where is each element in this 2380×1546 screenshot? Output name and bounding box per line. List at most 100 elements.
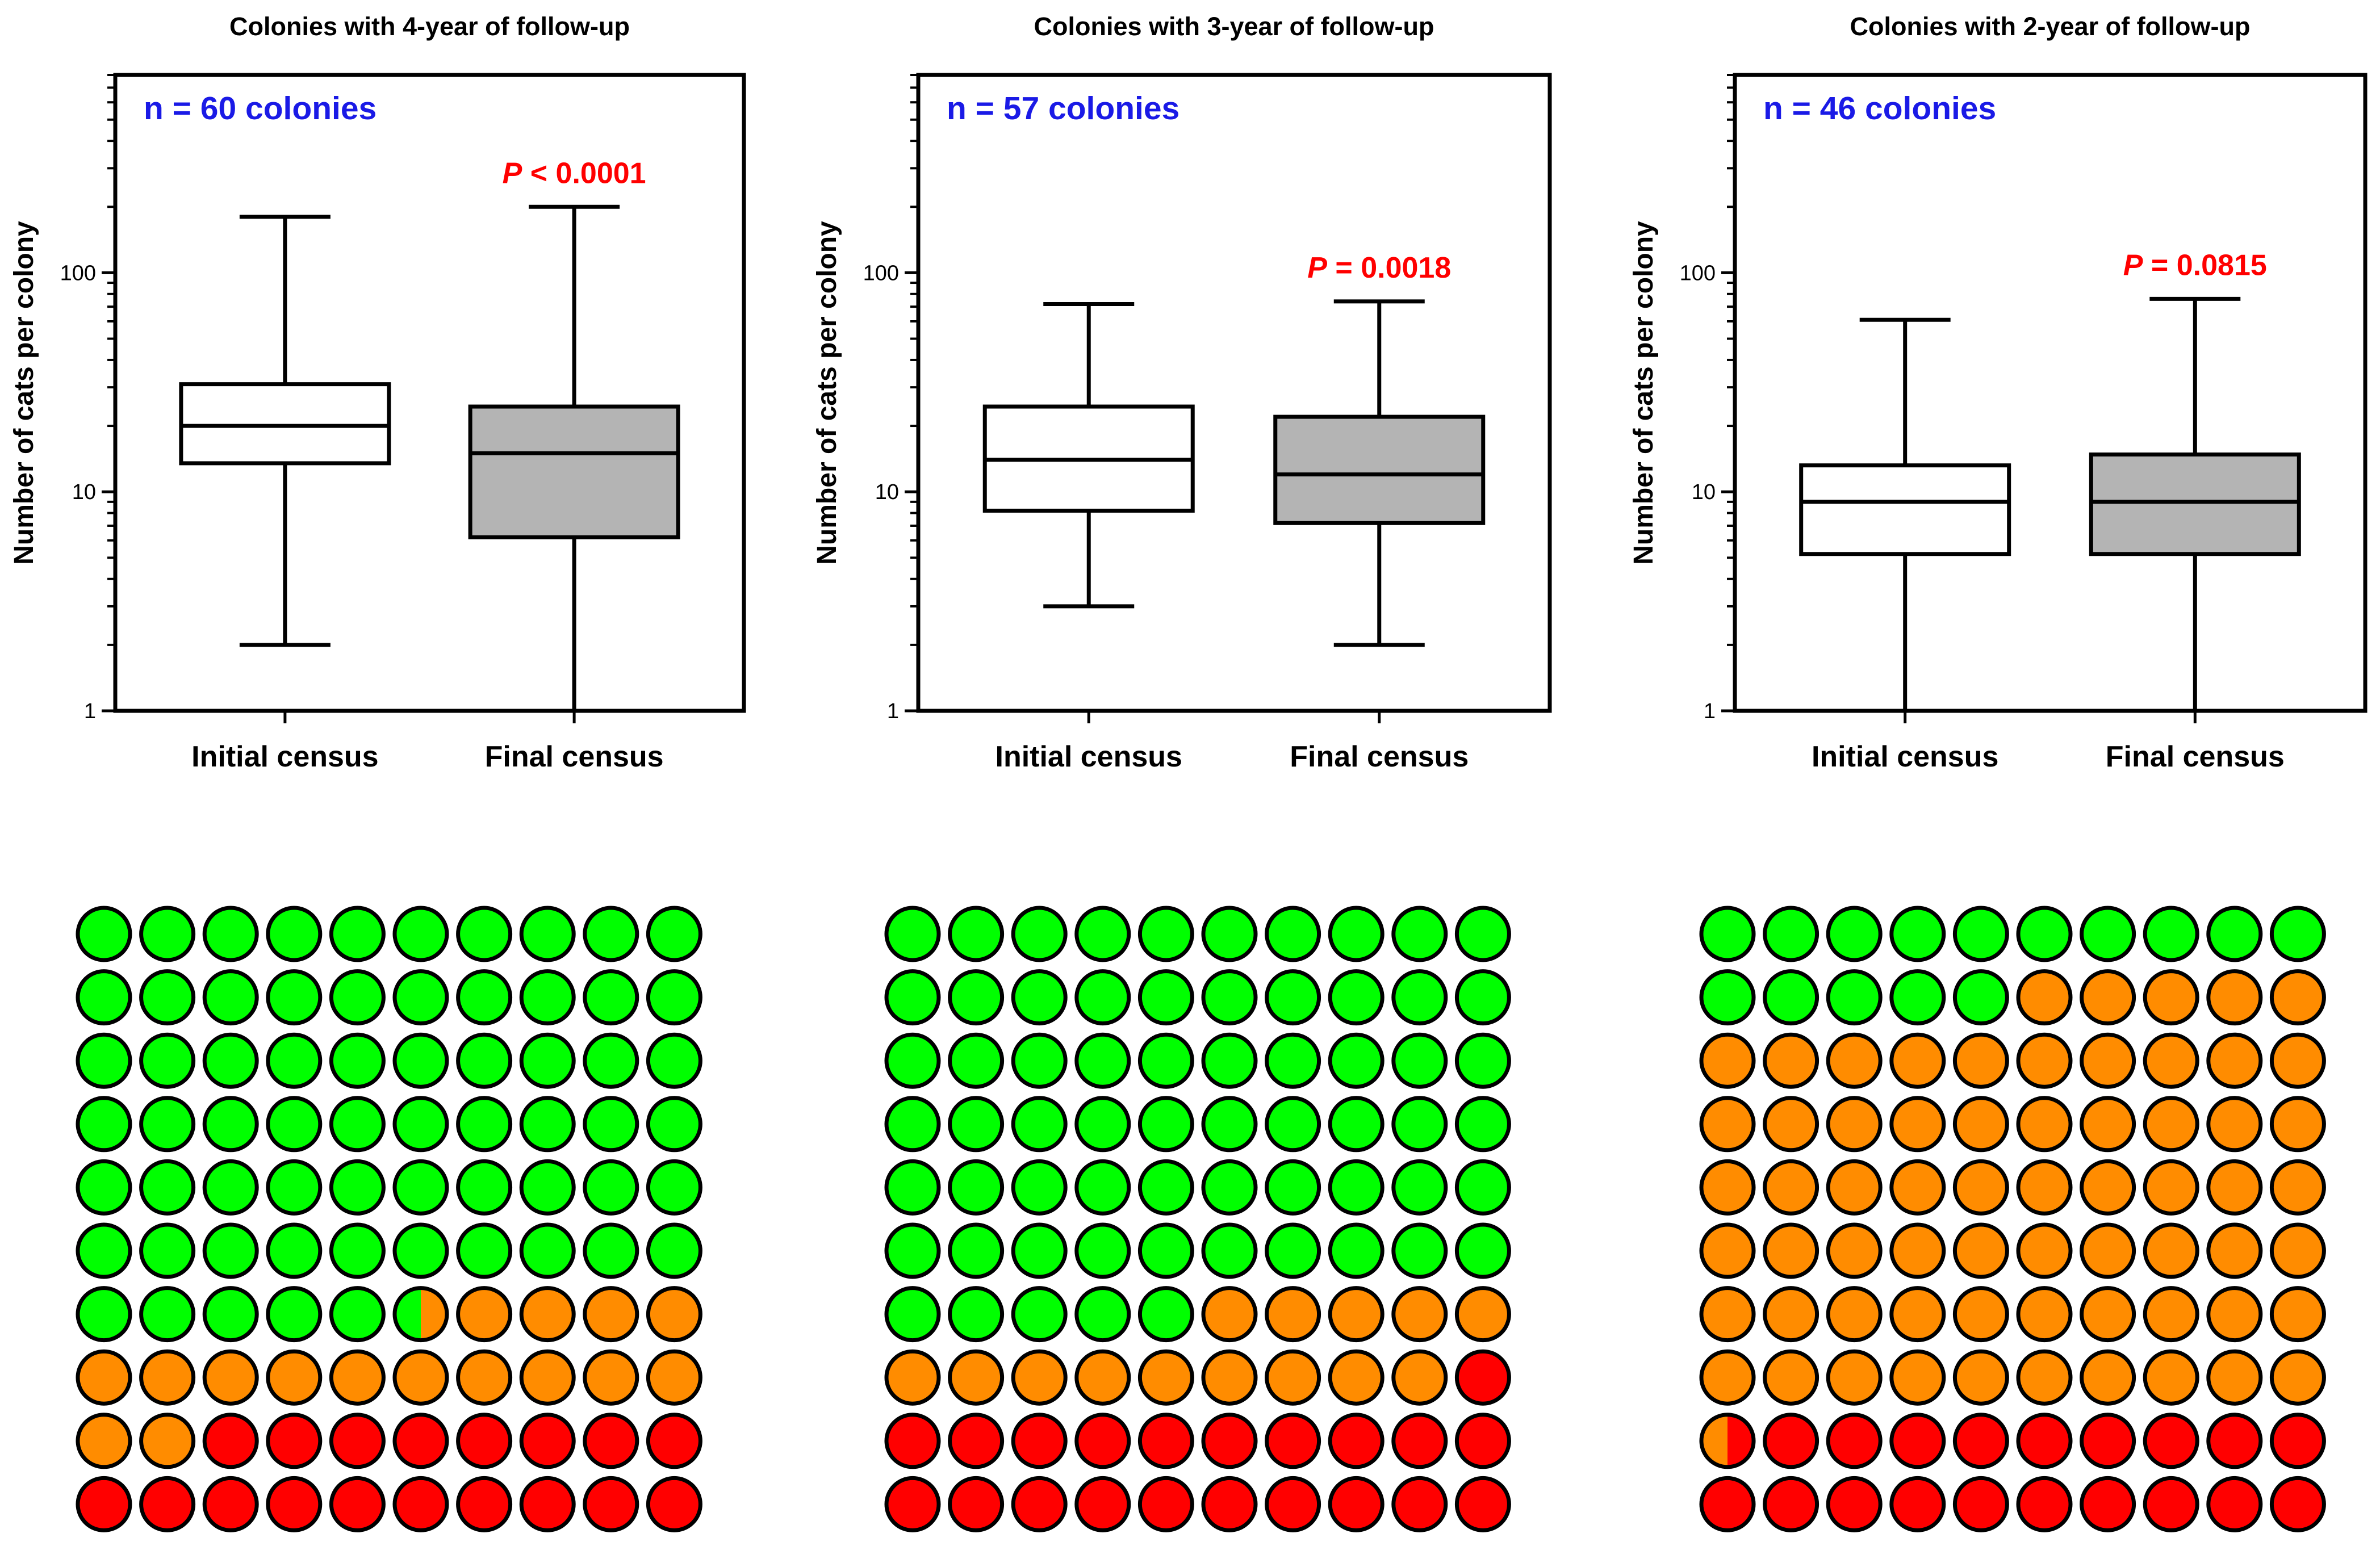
waffle-cell — [1201, 1032, 1258, 1089]
waffle-circle-outline — [2206, 1032, 2263, 1089]
waffle-fill-red — [1393, 1414, 1446, 1467]
waffle-cell — [1699, 1159, 1756, 1216]
waffle-cell — [1826, 1159, 1883, 1216]
waffle-cell — [392, 969, 449, 1026]
waffle-fill-orange — [421, 1288, 447, 1340]
waffle-fill-green — [395, 1161, 447, 1214]
box-plot-panel-3: Colonies with 2-year of follow-up Number … — [1629, 12, 2368, 773]
waffle-fill-green — [1140, 1225, 1193, 1277]
waffle-cell — [2206, 1159, 2263, 1216]
waffle-fill-green — [331, 1161, 384, 1214]
waffle-cell — [266, 906, 323, 962]
waffle-circle-outline — [2080, 1032, 2136, 1089]
waffle-cell — [329, 1222, 386, 1279]
waffle-circle-outline — [1137, 1096, 1194, 1153]
y-tick-label: 100 — [1680, 261, 1716, 285]
waffle-cell — [646, 1476, 702, 1532]
box-initial-census — [982, 301, 1195, 609]
waffle-cell — [1265, 1096, 1321, 1153]
y-tick-label: 100 — [60, 261, 96, 285]
waffle-circle-outline — [1699, 969, 1756, 1026]
waffle-fill-green — [141, 1097, 194, 1150]
waffle-circle-outline — [2269, 1222, 2326, 1279]
waffle-circle-outline — [1011, 1349, 1068, 1406]
waffle-circle-outline — [1763, 1413, 1819, 1469]
waffle-circle-outline — [76, 1349, 132, 1406]
waffle-fill-green — [1393, 1161, 1446, 1214]
waffle-cell — [884, 1222, 941, 1279]
waffle-circle-outline — [139, 1349, 196, 1406]
waffle-circle-outline — [139, 1159, 196, 1216]
waffle-fill-green — [886, 1288, 939, 1340]
waffle-fill-green — [1955, 908, 2007, 960]
waffle-circle-outline — [2080, 906, 2136, 962]
waffle-circle-outline — [1328, 1032, 1385, 1089]
waffle-circle-outline — [456, 1349, 513, 1406]
waffle-fill-green — [267, 908, 320, 960]
waffle-circle-outline — [1137, 1286, 1194, 1343]
waffle-fill-orange — [1764, 1351, 1817, 1404]
waffle-circle-outline — [2143, 1222, 2199, 1279]
waffle-fill-green — [267, 1034, 320, 1087]
waffle-fill-green — [1266, 908, 1319, 960]
waffle-circle-outline — [1454, 1096, 1511, 1153]
waffle-fill-orange — [584, 1288, 637, 1340]
waffle-circle-outline — [2080, 1476, 2136, 1532]
waffle-cell — [519, 1159, 576, 1216]
waffle-circle-outline — [202, 1159, 259, 1216]
waffle-cell — [76, 1032, 132, 1089]
waffle-fill-orange — [2208, 1351, 2261, 1404]
p-value: = 0.0018 — [1327, 252, 1451, 284]
waffle-fill-red — [521, 1414, 574, 1467]
waffle-cell — [1074, 1413, 1131, 1469]
waffle-fill-green — [331, 908, 384, 960]
p-value: < 0.0001 — [522, 157, 646, 190]
waffle-cell — [76, 1476, 132, 1532]
waffle-fill-green — [1140, 1161, 1193, 1214]
waffle-fill-orange — [2081, 1034, 2134, 1087]
waffle-circle-outline — [646, 906, 702, 962]
waffle-fill-green — [584, 1225, 637, 1277]
waffle-circle-outline — [519, 906, 576, 962]
waffle-circle-outline — [139, 1413, 196, 1469]
waffle-circle-outline — [76, 969, 132, 1026]
waffle-fill-orange — [1764, 1225, 1817, 1277]
waffle-fill-green — [950, 1034, 1002, 1087]
waffle-cell — [1328, 1222, 1385, 1279]
waffle-circle-outline — [266, 1032, 323, 1089]
x-category-label: Final census — [1290, 740, 1469, 773]
waffle-cell — [2016, 906, 2073, 962]
waffle-cell — [1889, 1413, 1946, 1469]
waffle-cell — [1265, 906, 1321, 962]
waffle-cell — [2080, 1159, 2136, 1216]
waffle-circle-outline — [266, 1286, 323, 1343]
waffle-cell — [1011, 1349, 1068, 1406]
waffle-fill-red — [267, 1478, 320, 1531]
waffle-circle-outline — [1826, 1349, 1883, 1406]
waffle-circle-outline — [1889, 906, 1946, 962]
waffle-cell — [76, 1096, 132, 1153]
waffle-fill-red — [2018, 1414, 2071, 1467]
waffle-fill-orange — [1457, 1288, 1509, 1340]
waffle-cell — [1952, 1476, 2009, 1532]
waffle-fill-green — [395, 1288, 421, 1340]
waffle-circle-outline — [519, 1096, 576, 1153]
waffle-cell — [583, 1476, 639, 1532]
waffle-fill-green — [950, 1161, 1002, 1214]
waffle-circle-outline — [884, 1096, 941, 1153]
waffle-cell — [76, 1413, 132, 1469]
waffle-fill-orange — [1891, 1097, 1944, 1150]
waffle-cell — [1699, 1349, 1756, 1406]
waffle-fill-green — [331, 1034, 384, 1087]
waffle-circle-outline — [1265, 969, 1321, 1026]
waffle-circle-outline — [583, 1096, 639, 1153]
waffle-cell — [1137, 906, 1194, 962]
waffle-fill-green — [331, 1288, 384, 1340]
waffle-circle-outline — [583, 1032, 639, 1089]
waffle-cell — [329, 1476, 386, 1532]
waffle-circle-outline — [329, 969, 386, 1026]
waffle-circle-outline — [1201, 1159, 1258, 1216]
waffle-circle-outline — [1074, 969, 1131, 1026]
waffle-fill-green — [1203, 1034, 1256, 1087]
box-plot-panel-1: Colonies with 4-year of follow-up Number … — [9, 12, 746, 773]
